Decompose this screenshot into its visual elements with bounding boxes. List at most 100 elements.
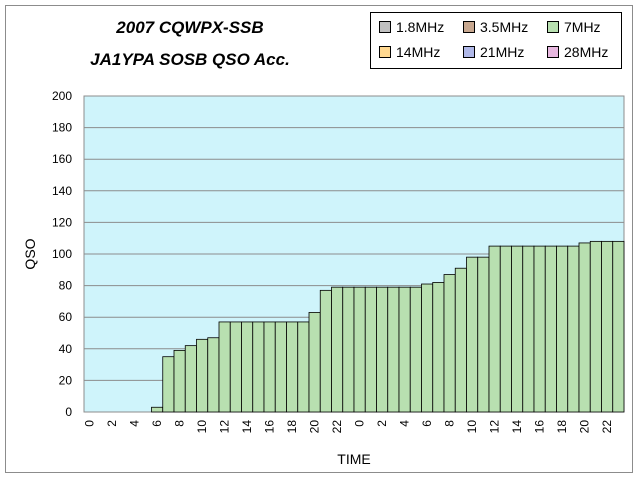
y-tick-label: 100 — [52, 247, 72, 261]
x-tick-label: 20 — [578, 420, 592, 434]
chart-title: 2007 CQWPX-SSB — [116, 18, 264, 37]
x-tick-label: 18 — [555, 420, 569, 434]
x-tick-label: 10 — [465, 420, 479, 434]
x-axis-title: TIME — [337, 451, 370, 467]
bar — [184, 345, 197, 413]
y-tick-label: 140 — [52, 184, 72, 198]
bar — [196, 338, 209, 413]
bar — [556, 245, 569, 413]
bar — [601, 240, 614, 413]
bar — [387, 286, 400, 413]
bar — [353, 286, 366, 413]
legend-item-3-5mhz: 3.5MHz — [463, 19, 528, 35]
y-tick-label: 160 — [52, 152, 72, 166]
bar — [466, 256, 479, 413]
bars — [151, 240, 625, 413]
legend-swatch — [463, 21, 475, 33]
bar — [443, 274, 456, 413]
chart-legend: 1.8MHz 3.5MHz 7MHz 14MHz 21MHz 28MHz — [370, 12, 622, 69]
bar — [511, 245, 524, 413]
y-tick-label: 60 — [59, 310, 73, 324]
bar — [364, 286, 377, 413]
bar — [263, 321, 276, 413]
x-tick-label: 0 — [83, 420, 97, 427]
x-axis-ticks: 0 2 4 6 8 10 12 14 16 18 20 22 0 2 4 6 8 10 12 14 16 18 20 22 — [83, 420, 615, 434]
x-tick-label: 0 — [353, 420, 367, 427]
bar — [398, 286, 411, 413]
bar — [173, 349, 186, 413]
bar — [421, 283, 434, 413]
bar — [286, 321, 299, 413]
bar — [499, 245, 512, 413]
bar — [589, 240, 602, 413]
bar — [578, 242, 591, 413]
legend-label: 1.8MHz — [396, 19, 445, 35]
legend-swatch — [379, 21, 391, 33]
y-axis-ticks: 0 20 40 60 80 100 120 140 160 180 200 — [52, 89, 72, 419]
x-tick-label: 12 — [488, 420, 502, 434]
legend-item-21mhz: 21MHz — [463, 44, 524, 60]
y-tick-label: 80 — [59, 279, 73, 293]
x-tick-label: 6 — [150, 420, 164, 427]
y-tick-label: 180 — [52, 121, 72, 135]
legend-label: 28MHz — [564, 44, 609, 60]
bar — [241, 321, 254, 413]
x-tick-label: 20 — [308, 420, 322, 434]
legend-item-28mhz: 28MHz — [547, 44, 608, 60]
legend-label: 21MHz — [480, 44, 525, 60]
bar — [229, 321, 242, 413]
bar — [218, 321, 231, 413]
bar — [297, 321, 310, 413]
bar — [454, 267, 467, 413]
bar — [162, 356, 175, 413]
x-tick-label: 22 — [600, 420, 614, 434]
legend-swatch — [463, 46, 475, 58]
bar — [274, 321, 287, 413]
legend-swatch — [379, 46, 391, 58]
y-tick-label: 200 — [52, 89, 72, 103]
x-tick-label: 14 — [240, 420, 254, 434]
legend-swatch — [547, 46, 559, 58]
bar — [376, 286, 389, 413]
x-tick-label: 6 — [420, 420, 434, 427]
x-tick-label: 18 — [285, 420, 299, 434]
bar — [477, 256, 490, 413]
x-tick-label: 4 — [398, 420, 412, 427]
x-tick-label: 16 — [263, 420, 277, 434]
legend-label: 3.5MHz — [480, 19, 529, 35]
x-tick-label: 2 — [105, 420, 119, 427]
legend-swatch — [547, 21, 559, 33]
x-tick-label: 2 — [375, 420, 389, 427]
bar — [409, 286, 422, 413]
chart-subtitle: JA1YPA SOSB QSO Acc. — [90, 50, 290, 69]
x-tick-label: 14 — [510, 420, 524, 434]
y-axis-title: QSO — [22, 238, 38, 269]
legend-item-14mhz: 14MHz — [379, 44, 440, 60]
bar — [533, 245, 546, 413]
x-tick-label: 4 — [128, 420, 142, 427]
bar — [488, 245, 501, 413]
y-tick-label: 20 — [59, 373, 73, 387]
bar — [308, 312, 321, 413]
bar — [522, 245, 535, 413]
y-tick-label: 0 — [65, 405, 72, 419]
y-tick-label: 120 — [52, 215, 72, 229]
bar — [612, 240, 625, 413]
y-tick-label: 40 — [59, 342, 73, 356]
bar — [331, 286, 344, 413]
x-tick-label: 8 — [173, 420, 187, 427]
bar — [342, 286, 355, 413]
bar — [432, 282, 445, 413]
bar — [207, 337, 220, 413]
x-tick-label: 12 — [218, 420, 232, 434]
bar — [567, 245, 580, 413]
x-tick-label: 10 — [195, 420, 209, 434]
x-tick-label: 16 — [533, 420, 547, 434]
bar — [252, 321, 265, 413]
bar — [544, 245, 557, 413]
legend-label: 7MHz — [564, 19, 601, 35]
legend-item-7mhz: 7MHz — [547, 19, 601, 35]
x-tick-label: 22 — [330, 420, 344, 434]
legend-label: 14MHz — [396, 44, 441, 60]
